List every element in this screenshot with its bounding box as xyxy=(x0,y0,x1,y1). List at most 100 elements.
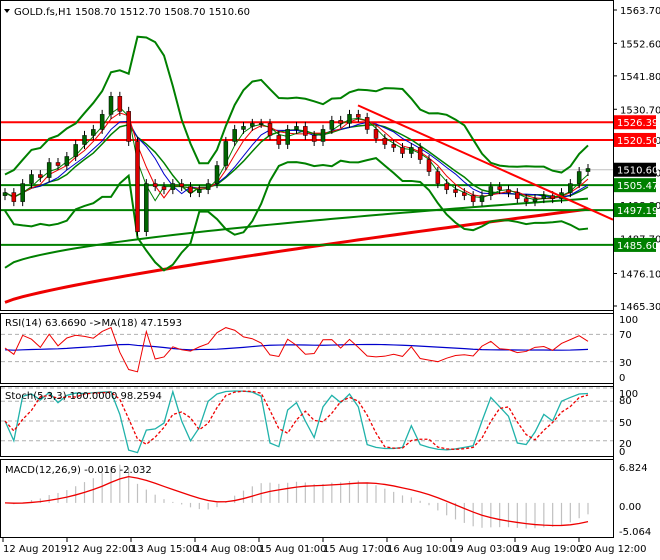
candle xyxy=(135,136,140,237)
candle xyxy=(462,188,467,201)
candle xyxy=(55,158,61,171)
price-level-label: 1497.19 xyxy=(617,206,658,217)
candle xyxy=(515,188,520,204)
candle xyxy=(347,109,352,128)
candle xyxy=(435,167,441,189)
time-label: 15 Aug 01:00 xyxy=(259,544,326,555)
candle xyxy=(152,179,158,192)
candle xyxy=(532,194,538,207)
candle xyxy=(250,118,255,131)
candle xyxy=(585,164,591,177)
price-level-tag xyxy=(614,203,656,218)
price-tick: 1476.10 xyxy=(620,270,660,281)
candle xyxy=(99,109,105,134)
candle xyxy=(241,121,246,134)
rsi-plot xyxy=(1,326,613,373)
price-level-tag xyxy=(614,237,656,252)
candle xyxy=(523,194,529,207)
candle xyxy=(126,106,131,146)
time-label: 19 Aug 19:00 xyxy=(515,544,582,555)
price-tick: 1552.60 xyxy=(620,39,660,50)
candle xyxy=(223,136,229,171)
time-label: 19 Aug 03:00 xyxy=(451,544,518,555)
price-tick: 1465.30 xyxy=(620,302,660,313)
time-label: 14 Aug 08:00 xyxy=(195,544,262,555)
main-panel[interactable] xyxy=(0,0,614,311)
candle xyxy=(426,154,432,177)
macd-tick: -5.064 xyxy=(619,527,651,538)
candle xyxy=(329,115,335,134)
stoch-plot xyxy=(1,387,613,454)
stoch-axis: 100 80 50 20 0 xyxy=(619,389,638,458)
time-label: 12 Aug 22:00 xyxy=(67,544,134,555)
price-level-tag xyxy=(614,132,656,147)
candle xyxy=(470,191,476,207)
candle xyxy=(382,133,388,149)
macd-tick: 6.824 xyxy=(619,463,648,474)
rsi-panel[interactable] xyxy=(0,313,614,384)
candle xyxy=(285,124,290,149)
time-label: 13 Aug 15:00 xyxy=(131,544,198,555)
candle xyxy=(479,191,485,207)
candle xyxy=(497,182,502,195)
candle xyxy=(488,182,494,201)
rsi-tick: 0 xyxy=(619,373,625,384)
candle xyxy=(320,124,326,146)
candle xyxy=(144,179,149,237)
price-level-label: 1510.60 xyxy=(617,166,658,177)
price-tick: 1563.70 xyxy=(620,6,660,17)
candle xyxy=(506,185,511,198)
price-level-label: 1505.47 xyxy=(617,181,658,192)
trendline[interactable] xyxy=(357,104,614,221)
macd-plot xyxy=(4,464,589,529)
candle xyxy=(409,142,414,158)
price-level-label: 1520.50 xyxy=(617,136,658,147)
candle xyxy=(364,112,370,134)
candle xyxy=(108,91,114,119)
time-axis: 12 Aug 2019 12 Aug 22:00 13 Aug 15:00 14… xyxy=(2,538,646,555)
candle xyxy=(311,130,317,146)
candle xyxy=(303,121,308,140)
candle xyxy=(576,167,582,189)
rsi-tick: 30 xyxy=(619,358,632,369)
price-level-tag xyxy=(614,162,656,177)
candle xyxy=(170,179,176,195)
stoch-tick: 20 xyxy=(619,439,632,450)
candle xyxy=(417,142,423,165)
candle xyxy=(73,139,78,162)
candle xyxy=(444,179,449,195)
price-level-label: 1485.60 xyxy=(617,241,658,252)
candle xyxy=(46,158,52,183)
price-tick: 1530.70 xyxy=(620,105,660,116)
candle xyxy=(20,179,25,207)
candle xyxy=(258,118,264,128)
time-label: 16 Aug 10:00 xyxy=(387,544,454,555)
candle xyxy=(294,121,299,134)
price-tick: 1541.80 xyxy=(620,72,660,83)
candle xyxy=(453,185,458,198)
stoch-tick: 0 xyxy=(619,447,625,458)
stoch-tick: 50 xyxy=(619,418,632,429)
rsi-tick: 70 xyxy=(619,330,632,341)
macd-title: MACD(12,26,9) -0.016 -2.032 xyxy=(5,465,152,476)
candle xyxy=(82,130,87,149)
candle xyxy=(338,115,343,128)
candle xyxy=(373,124,379,143)
candle xyxy=(117,91,123,116)
candle xyxy=(64,151,70,171)
candle xyxy=(11,188,17,207)
candle xyxy=(214,161,220,189)
candle xyxy=(267,118,273,140)
time-label: 12 Aug 2019 xyxy=(3,544,67,555)
candle xyxy=(161,182,167,195)
time-label: 15 Aug 17:00 xyxy=(323,544,390,555)
candle xyxy=(400,142,405,158)
stoch-title: Stoch(5,3,3) 100.0000 98.2594 xyxy=(5,391,162,402)
collapse-triangle-icon[interactable] xyxy=(4,9,10,13)
candle xyxy=(91,124,96,140)
candle xyxy=(2,188,8,201)
stoch-tick: 80 xyxy=(619,396,632,407)
price-axis: 1563.701552.601541.801530.701520.501509.… xyxy=(613,0,660,538)
candle xyxy=(179,179,184,192)
